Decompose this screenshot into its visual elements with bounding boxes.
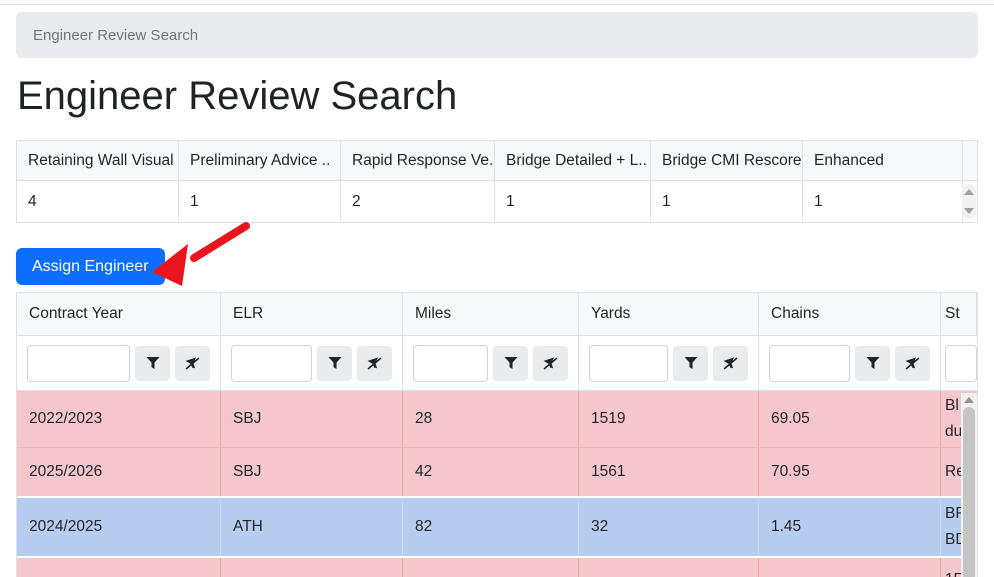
cell-chains: 70.95 <box>759 448 941 496</box>
filter-clear-icon <box>542 355 559 372</box>
summary-header-bridge-cmi-rescore: Bridge CMI Rescore <box>651 141 803 181</box>
filter-icon <box>683 355 699 371</box>
table-row[interactable]: 2025/2026 SBJ 42 1561 70.95 Re <box>17 447 977 496</box>
filter-input-contract-year[interactable] <box>27 344 130 382</box>
filter-cell-elr <box>221 336 403 390</box>
results-grid-filter-row <box>17 336 977 391</box>
column-header-st[interactable]: St <box>941 293 977 335</box>
cell-st-line: Re <box>945 463 965 480</box>
cell-chains: 69.05 <box>759 391 941 447</box>
clear-filter-button[interactable] <box>895 345 930 381</box>
top-navbar-edge <box>0 0 994 5</box>
cell-chains: 1.45 <box>759 498 941 556</box>
filter-clear-icon <box>184 355 201 372</box>
cell-contract-year: 2025/2026 <box>17 448 221 496</box>
cell-contract-year: 2022/2023 <box>17 391 221 447</box>
filter-button[interactable] <box>855 345 890 381</box>
filter-input-miles[interactable] <box>413 344 488 382</box>
cell-miles: 28 <box>403 391 579 447</box>
filter-input-st[interactable] <box>945 344 977 382</box>
cell-elr: ATH <box>221 498 403 556</box>
cell-st-line: 15 <box>945 567 962 577</box>
summary-vertical-scrollbar[interactable] <box>962 184 976 219</box>
cell-elr: SBJ <box>221 448 403 496</box>
cell-miles: 82 <box>403 498 579 556</box>
filter-input-elr[interactable] <box>231 344 312 382</box>
clear-filter-button[interactable] <box>713 345 748 381</box>
page-title: Engineer Review Search <box>17 74 458 118</box>
column-header-chains[interactable]: Chains <box>759 293 941 335</box>
column-header-elr[interactable]: ELR <box>221 293 403 335</box>
table-row[interactable]: 15 <box>17 556 977 577</box>
filter-input-yards[interactable] <box>589 344 668 382</box>
filter-button[interactable] <box>135 345 170 381</box>
summary-header-enhanced: Enhanced <box>803 141 963 181</box>
scroll-up-icon[interactable] <box>964 189 974 195</box>
clear-filter-button[interactable] <box>533 345 568 381</box>
filter-input-chains[interactable] <box>769 344 850 382</box>
filter-icon <box>145 355 161 371</box>
breadcrumb: Engineer Review Search <box>16 12 978 58</box>
column-header-miles[interactable]: Miles <box>403 293 579 335</box>
summary-scrollbar-cell <box>962 181 977 222</box>
filter-clear-icon <box>366 355 383 372</box>
cell-contract-year <box>17 558 221 577</box>
summary-value-retaining-wall: 4 <box>17 181 179 222</box>
cell-st: 15 <box>941 558 977 577</box>
summary-value-bridge-cmi-rescore: 1 <box>651 181 803 222</box>
cell-yards: 32 <box>579 498 759 556</box>
filter-icon <box>503 355 519 371</box>
results-grid: Contract Year ELR Miles Yards Chains St <box>16 292 978 577</box>
scroll-down-icon[interactable] <box>964 208 974 214</box>
summary-header-retaining-wall: Retaining Wall Visual <box>17 141 179 181</box>
filter-icon <box>327 355 343 371</box>
scroll-up-icon[interactable] <box>964 397 974 403</box>
cell-chains <box>759 558 941 577</box>
summary-header-preliminary-advice: Preliminary Advice .. <box>179 141 341 181</box>
assign-engineer-button[interactable]: Assign Engineer <box>16 248 165 285</box>
filter-button[interactable] <box>493 345 528 381</box>
summary-header-rapid-response: Rapid Response Ve.. <box>341 141 495 181</box>
cell-st: Bl du <box>941 391 977 447</box>
clear-filter-button[interactable] <box>175 345 210 381</box>
cell-st: Re <box>941 448 977 496</box>
cell-contract-year: 2024/2025 <box>17 498 221 556</box>
breadcrumb-label: Engineer Review Search <box>33 26 199 44</box>
column-header-contract-year[interactable]: Contract Year <box>17 293 221 335</box>
filter-cell-chains <box>759 336 941 390</box>
grid-vertical-scrollbar[interactable] <box>961 393 977 577</box>
filter-clear-icon <box>904 355 921 372</box>
cell-yards: 1519 <box>579 391 759 447</box>
cell-yards <box>579 558 759 577</box>
cell-st-line: Bl <box>945 397 959 414</box>
filter-cell-yards <box>579 336 759 390</box>
filter-cell-miles <box>403 336 579 390</box>
cell-miles <box>403 558 579 577</box>
results-grid-header-row: Contract Year ELR Miles Yards Chains St <box>17 292 977 336</box>
filter-clear-icon <box>722 355 739 372</box>
cell-elr <box>221 558 403 577</box>
summary-value-preliminary-advice: 1 <box>179 181 341 222</box>
filter-button[interactable] <box>317 345 352 381</box>
filter-cell-contract-year <box>17 336 221 390</box>
scrollbar-thumb[interactable] <box>963 407 975 577</box>
cell-st-line: du <box>945 423 963 440</box>
summary-value-enhanced: 1 <box>803 181 963 222</box>
cell-elr: SBJ <box>221 391 403 447</box>
clear-filter-button[interactable] <box>357 345 392 381</box>
column-header-yards[interactable]: Yards <box>579 293 759 335</box>
summary-header-bridge-detailed: Bridge Detailed + L.. <box>495 141 651 181</box>
filter-cell-st <box>941 336 977 390</box>
filter-icon <box>865 355 881 371</box>
cell-yards: 1561 <box>579 448 759 496</box>
filter-button[interactable] <box>673 345 708 381</box>
table-row[interactable]: 2022/2023 SBJ 28 1519 69.05 Bl du <box>17 391 977 447</box>
summary-value-bridge-detailed: 1 <box>495 181 651 222</box>
summary-table: Retaining Wall Visual Preliminary Advice… <box>16 140 978 223</box>
table-row-selected[interactable]: 2024/2025 ATH 82 32 1.45 BR BD <box>17 496 977 556</box>
summary-value-rapid-response: 2 <box>341 181 495 222</box>
summary-header-spacer <box>963 141 977 181</box>
cell-miles: 42 <box>403 448 579 496</box>
